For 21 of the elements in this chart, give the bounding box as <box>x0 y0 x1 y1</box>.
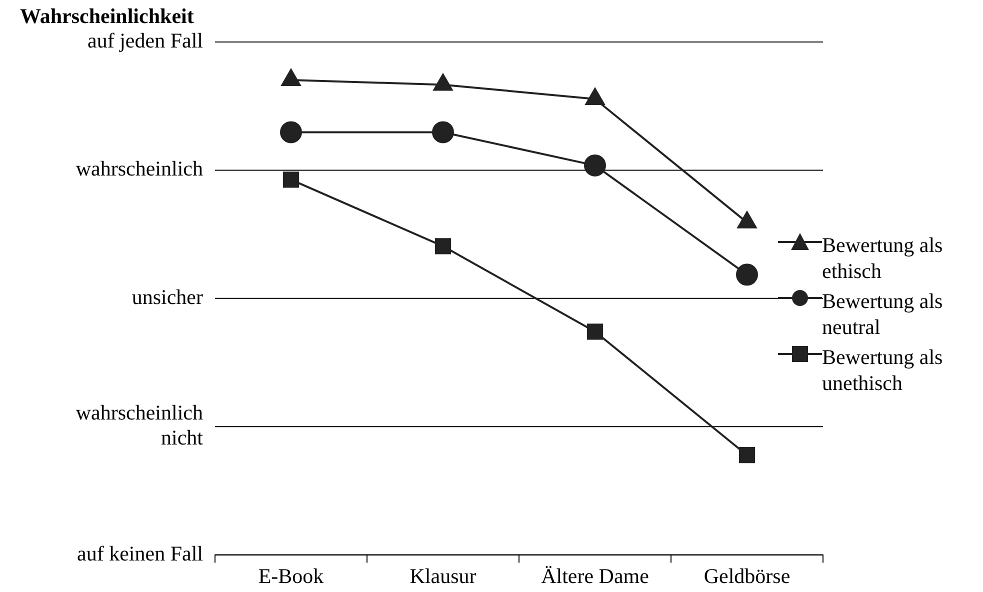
ref-line-label: unsicher <box>132 284 203 309</box>
x-tick-label: Geldbörse <box>704 564 790 588</box>
point <box>280 121 302 144</box>
y-axis-title: Wahrscheinlichkeit <box>20 4 194 29</box>
ref-line-label: wahrscheinlich nicht <box>76 400 204 450</box>
point <box>736 264 758 286</box>
x-tick-label: E-Book <box>258 564 324 588</box>
point <box>432 121 454 144</box>
ref-line-label: wahrscheinlich <box>76 156 204 181</box>
x-tick-label: Klausur <box>410 564 476 588</box>
point <box>434 238 452 254</box>
legend-label: Bewertung als unethisch <box>822 344 944 396</box>
point <box>586 324 604 340</box>
ref-line-label: auf jeden Fall <box>88 28 204 53</box>
legend-label: Bewertung als neutral <box>822 288 944 340</box>
point <box>584 154 606 176</box>
ref-line-label: auf keinen Fall <box>77 541 204 566</box>
x-tick-label: Ältere Dame <box>541 564 649 588</box>
legend-label: Bewertung als ethisch <box>822 232 944 284</box>
point <box>282 172 300 188</box>
point <box>738 447 756 464</box>
